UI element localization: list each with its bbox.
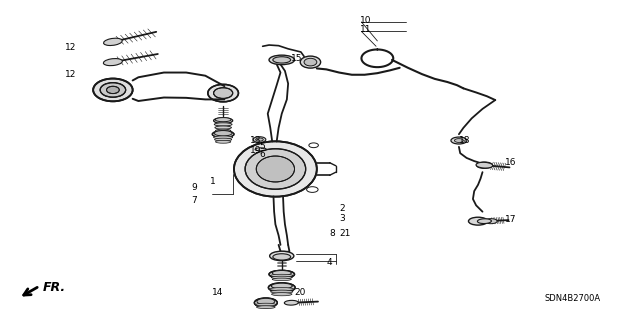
Ellipse shape — [272, 271, 291, 276]
Ellipse shape — [269, 287, 294, 291]
Ellipse shape — [309, 143, 319, 148]
Text: 4: 4 — [326, 258, 332, 267]
Ellipse shape — [100, 83, 125, 97]
Ellipse shape — [215, 126, 232, 129]
Ellipse shape — [307, 187, 318, 192]
Ellipse shape — [477, 219, 492, 224]
Ellipse shape — [271, 293, 292, 296]
Text: SDN4B2700A: SDN4B2700A — [544, 293, 600, 302]
Ellipse shape — [253, 137, 266, 142]
Ellipse shape — [269, 270, 294, 278]
Ellipse shape — [234, 141, 317, 197]
Text: 15: 15 — [291, 54, 303, 63]
Ellipse shape — [476, 162, 492, 168]
Text: 9: 9 — [191, 183, 197, 192]
Ellipse shape — [468, 217, 488, 225]
Ellipse shape — [300, 56, 321, 68]
Text: 12: 12 — [65, 43, 77, 52]
Ellipse shape — [214, 136, 233, 139]
Ellipse shape — [254, 298, 277, 308]
Text: 5: 5 — [259, 142, 265, 151]
Ellipse shape — [256, 156, 294, 182]
Text: 20: 20 — [294, 288, 306, 297]
Text: 3: 3 — [339, 213, 345, 222]
Ellipse shape — [214, 130, 232, 136]
Ellipse shape — [208, 85, 239, 102]
Ellipse shape — [284, 300, 298, 305]
Text: 12: 12 — [65, 70, 77, 78]
Ellipse shape — [216, 129, 231, 132]
Ellipse shape — [212, 131, 234, 138]
Text: 10: 10 — [360, 16, 372, 25]
Ellipse shape — [269, 251, 294, 261]
Ellipse shape — [271, 276, 292, 279]
Ellipse shape — [93, 78, 132, 101]
Ellipse shape — [454, 139, 463, 142]
Text: 7: 7 — [191, 196, 197, 205]
Text: 18: 18 — [459, 136, 470, 145]
Ellipse shape — [272, 278, 291, 281]
Ellipse shape — [273, 254, 291, 260]
Ellipse shape — [104, 59, 122, 66]
Text: FR.: FR. — [43, 281, 66, 294]
Ellipse shape — [245, 149, 306, 189]
Ellipse shape — [484, 219, 497, 224]
Ellipse shape — [214, 118, 233, 123]
Ellipse shape — [255, 138, 263, 141]
Ellipse shape — [273, 57, 291, 63]
Ellipse shape — [270, 274, 293, 277]
Ellipse shape — [476, 162, 493, 168]
Ellipse shape — [451, 137, 467, 144]
Ellipse shape — [255, 148, 266, 151]
Text: 11: 11 — [360, 25, 372, 34]
Text: 21: 21 — [339, 229, 351, 238]
Ellipse shape — [257, 298, 275, 305]
Text: 19: 19 — [250, 146, 261, 155]
Ellipse shape — [271, 290, 293, 293]
Ellipse shape — [268, 283, 295, 292]
Ellipse shape — [304, 58, 317, 66]
Text: 17: 17 — [505, 215, 516, 224]
Ellipse shape — [271, 283, 292, 289]
Ellipse shape — [269, 55, 294, 65]
Ellipse shape — [216, 140, 231, 143]
Ellipse shape — [255, 303, 276, 306]
Text: 6: 6 — [259, 150, 265, 159]
Ellipse shape — [214, 138, 232, 141]
Text: 1: 1 — [211, 177, 216, 186]
Ellipse shape — [214, 123, 232, 126]
Text: 13: 13 — [250, 136, 261, 145]
Ellipse shape — [104, 38, 122, 46]
Ellipse shape — [215, 118, 231, 122]
Ellipse shape — [214, 88, 233, 99]
Ellipse shape — [106, 86, 119, 93]
Text: 16: 16 — [505, 158, 516, 167]
Text: 2: 2 — [339, 204, 345, 213]
Text: 14: 14 — [212, 288, 223, 297]
Text: 8: 8 — [330, 229, 335, 238]
Ellipse shape — [257, 306, 275, 308]
